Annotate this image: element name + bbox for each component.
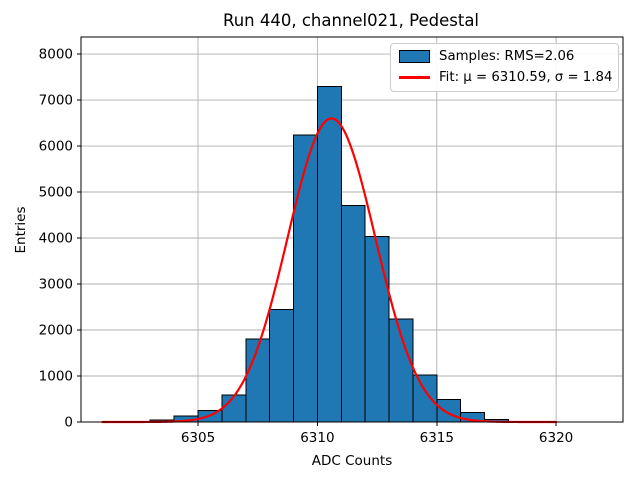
- y-tick-label: 5000: [39, 185, 73, 201]
- y-tick-label: 7000: [39, 93, 73, 109]
- y-tick-label: 0: [64, 415, 73, 431]
- y-tick-label: 1000: [39, 369, 73, 385]
- histogram-bar: [245, 338, 271, 423]
- histogram-swatch-icon: [399, 50, 430, 63]
- x-axis-label: ADC Counts: [311, 453, 393, 469]
- histogram-bar: [316, 86, 342, 423]
- y-tick-label: 2000: [39, 323, 73, 339]
- fit-curve: [101, 117, 558, 424]
- x-tick-label: 6310: [300, 430, 334, 446]
- histogram-bar: [436, 398, 462, 423]
- axes-spines: [80, 36, 624, 423]
- x-tick-label: 6320: [539, 430, 573, 446]
- histogram-bar: [364, 236, 390, 423]
- y-axis-label: Entries: [13, 206, 29, 254]
- legend-label-fit: Fit: μ = 6310.59, σ = 1.84: [439, 70, 613, 85]
- y-tick-label: 6000: [39, 139, 73, 155]
- histogram-bar: [269, 308, 295, 423]
- legend-label-samples: Samples: RMS=2.06: [439, 49, 575, 64]
- histogram-bar: [412, 374, 438, 423]
- y-tick-label: 3000: [39, 277, 73, 293]
- chart-title: Run 440, channel021, Pedestal: [222, 11, 480, 30]
- histogram-bar: [340, 204, 366, 423]
- y-tick-label: 4000: [39, 231, 73, 247]
- x-tick-label: 6315: [420, 430, 454, 446]
- x-tick-label: 6305: [181, 430, 215, 446]
- legend-row-fit: Fit: μ = 6310.59, σ = 1.84: [399, 70, 613, 85]
- legend: Samples: RMS=2.06 Fit: μ = 6310.59, σ = …: [390, 43, 619, 92]
- legend-row-samples: Samples: RMS=2.06: [399, 49, 610, 64]
- histogram-bar: [293, 134, 318, 423]
- fit-line-swatch-icon: [399, 76, 430, 79]
- histogram-bar: [221, 394, 247, 423]
- y-tick-label: 8000: [39, 47, 73, 63]
